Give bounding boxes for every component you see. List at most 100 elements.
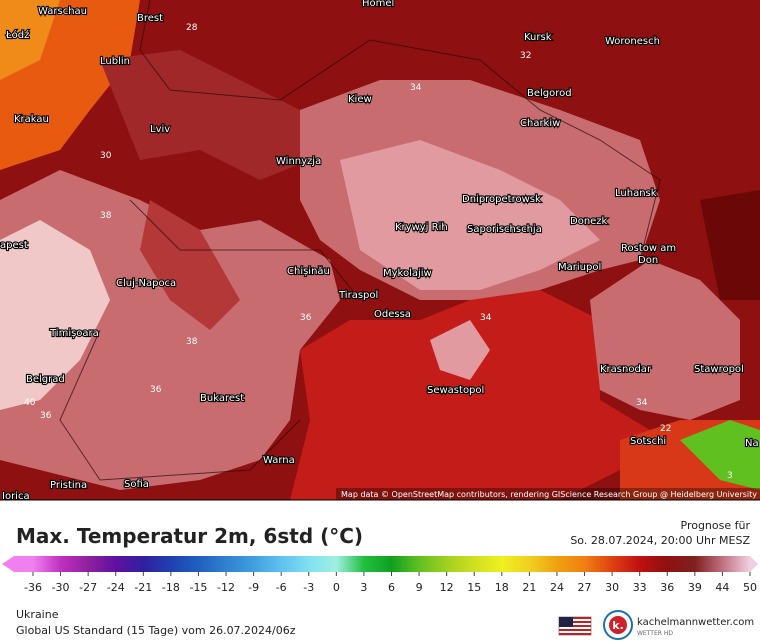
city-label: Don	[638, 255, 658, 266]
city-label: apest	[0, 240, 28, 251]
contour-label: 34	[636, 398, 648, 408]
city-label: Saporischschja	[467, 224, 542, 235]
header: Max. Temperatur 2m, 6std (°C) Prognose f…	[16, 519, 750, 548]
city-label: Homel	[362, 0, 394, 9]
city-label: Krasnodar	[600, 364, 652, 375]
colorbar-tick-label: 36	[660, 581, 674, 594]
city-label: Na	[745, 438, 759, 449]
map-attribution: Map data © OpenStreetMap contributors, r…	[341, 490, 757, 499]
colorbar-tick-label: -30	[52, 581, 70, 594]
city-label: Chișinău	[287, 266, 330, 277]
city-label: Lviv	[150, 124, 170, 135]
city-label: Timișoara	[49, 328, 99, 339]
contour-label: 28	[186, 23, 198, 33]
city-label: Sofia	[124, 479, 149, 490]
colorbar-tick-label: -21	[134, 581, 152, 594]
contour-label: 32	[520, 51, 531, 61]
footer: Ukraine Global US Standard (15 Tage) vom…	[16, 608, 754, 640]
city-label: Łódź	[5, 29, 29, 41]
city-label: Stawropol	[694, 364, 744, 375]
city-label: Woronesch	[605, 36, 660, 47]
colorbar-tick-label: 44	[715, 581, 729, 594]
contour-label: 38	[186, 337, 198, 347]
city-label: Luhansk	[615, 188, 657, 199]
forecast-label: Prognose für	[681, 519, 751, 532]
city-label: Charkiw	[520, 118, 560, 129]
city-label: Sewastopol	[427, 385, 484, 396]
city-label: Rostow am	[621, 243, 676, 254]
contour-label: 38	[100, 211, 112, 221]
contour-label: 36	[40, 411, 52, 421]
colorbar-tick-label: 50	[743, 581, 757, 594]
colorbar-tick-label: 6	[388, 581, 395, 594]
contour-label: 3	[727, 471, 733, 481]
city-label: Sotschi	[630, 436, 666, 447]
contour-label: 40	[24, 398, 36, 408]
city-label: Cluj-Napoca	[116, 278, 176, 289]
city-label: Winnyzja	[276, 156, 321, 167]
city-label: Bukarest	[200, 393, 244, 404]
title: Max. Temperatur 2m, 6std (°C)	[16, 524, 363, 548]
city-label: Brest	[137, 13, 163, 24]
colorbar-tick-label: -3	[303, 581, 314, 594]
colorbar-tick-label: 27	[578, 581, 592, 594]
colorbar-tick-label: -24	[107, 581, 125, 594]
colorbar-tick-label: 0	[333, 581, 340, 594]
contour-label: 34	[480, 313, 492, 323]
contour-label: 30	[100, 151, 112, 161]
colorbar: -36 -30 -27 -24 -21 -18 -15 -12 -9 -6 -3 0 3 6 9 12 15 18…	[2, 556, 758, 594]
colorbar-tick-label: -27	[79, 581, 97, 594]
colorbar-tick-label: -9	[248, 581, 259, 594]
colorbar-tick-label: 24	[550, 581, 564, 594]
brand: kachelmannwetter.com	[637, 617, 754, 628]
colorbar-tick-label: 33	[633, 581, 647, 594]
colorbar-tick-label: -36	[24, 581, 42, 594]
city-label: Mykolajiw	[383, 268, 432, 279]
city-label: Odessa	[374, 309, 411, 320]
city-label: Lublin	[100, 56, 130, 67]
colorbar-tick-label: 21	[522, 581, 536, 594]
colorbar-tick-label: 30	[605, 581, 619, 594]
forecast-time: So. 28.07.2024, 20:00 Uhr MESZ	[570, 534, 750, 547]
city-label: Mariupol	[558, 262, 601, 273]
colorbar-tick-label: 12	[440, 581, 454, 594]
city-label: Tiraspol	[338, 290, 378, 301]
brand-sub: WETTER HD	[637, 630, 673, 637]
colorbar-tick-label: 39	[688, 581, 702, 594]
colorbar-tick-label: -12	[217, 581, 235, 594]
city-label: Kursk	[524, 32, 552, 43]
colorbar-tick-label: 9	[416, 581, 423, 594]
svg-text:k.: k.	[612, 619, 624, 632]
contour-label: 36	[300, 313, 312, 323]
contour-label: 34	[410, 83, 422, 93]
city-label: Pristina	[50, 480, 87, 491]
city-label: Belgrad	[26, 374, 65, 385]
colorbar-tick-label: -6	[276, 581, 287, 594]
city-label: Warschau	[38, 6, 87, 17]
logo[interactable]: k. kachelmannwetter.com WETTER HD	[603, 610, 754, 640]
city-label: Iorica	[2, 491, 30, 502]
flag-icon	[558, 616, 592, 636]
contour-label: 36	[150, 385, 162, 395]
city-label: Warna	[263, 455, 295, 466]
city-label: Dnipropetrowsk	[462, 194, 541, 205]
colorbar-tick-label: -15	[189, 581, 207, 594]
city-label: Donezk	[570, 216, 608, 227]
colorbar-gradient	[14, 556, 750, 572]
city-label: Belgorod	[527, 88, 572, 99]
city-label: Krywyj Rih	[395, 222, 448, 233]
colorbar-arrow-right	[750, 556, 758, 572]
colorbar-tick-label: -18	[162, 581, 180, 594]
colorbar-arrow-left	[2, 556, 14, 572]
colorbar-tick-label: 3	[360, 581, 367, 594]
colorbar-tick-label: 18	[495, 581, 509, 594]
city-label: Krakau	[14, 114, 49, 125]
colorbar-tick-label: 15	[467, 581, 481, 594]
map: Map data © OpenStreetMap contributors, r…	[0, 0, 760, 503]
model-run: Global US Standard (15 Tage) vom 26.07.2…	[16, 624, 296, 637]
contour-label: 22	[660, 424, 671, 434]
city-label: Kiew	[348, 94, 372, 105]
region: Ukraine	[16, 608, 59, 621]
